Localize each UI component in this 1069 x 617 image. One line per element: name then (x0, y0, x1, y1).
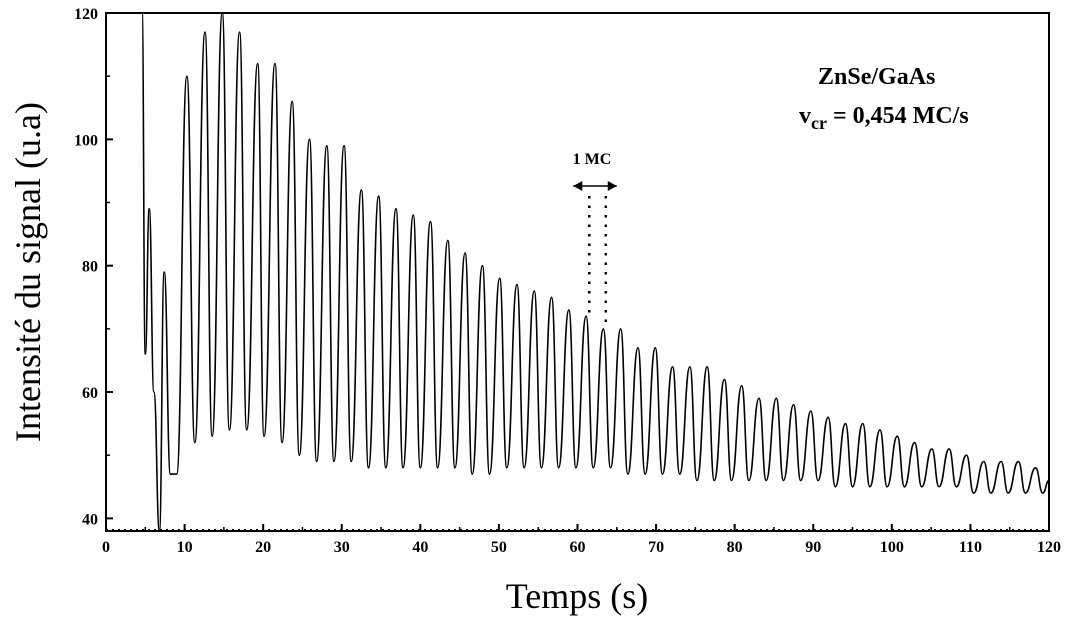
plot-frame (105, 12, 1050, 532)
y-tick-label: 60 (82, 385, 98, 402)
y-tick-label: 100 (74, 132, 98, 149)
rate-symbol: v (799, 103, 811, 129)
rheed-intensity-line (141, 12, 1050, 532)
y-axis-title: Intensité du signal (u.a) (8, 102, 48, 442)
rate-subscript: cr (811, 113, 827, 133)
x-tick-label: 50 (491, 539, 507, 556)
x-tick-label: 70 (648, 539, 664, 556)
period-arrow-right-head (607, 181, 617, 191)
x-tick-label: 80 (727, 539, 743, 556)
x-tick-label: 10 (177, 539, 193, 556)
x-tick-label: 0 (102, 539, 110, 556)
y-tick-label: 120 (74, 6, 98, 23)
x-tick-label: 40 (412, 539, 428, 556)
x-tick-label: 20 (255, 539, 271, 556)
rate-value: = 0,454 MC/s (833, 103, 969, 129)
period-arrow-left-head (573, 181, 583, 191)
y-tick-label: 80 (82, 259, 98, 276)
growth-rate-label: vcr = 0,454 MC/s (799, 103, 969, 133)
x-tick-label: 100 (880, 539, 904, 556)
x-axis-title: Temps (s) (506, 576, 648, 616)
x-tick-label: 60 (570, 539, 586, 556)
x-tick-label: 30 (334, 539, 350, 556)
material-label: ZnSe/GaAs (818, 64, 935, 90)
x-tick-label: 120 (1037, 539, 1061, 556)
period-label: 1 MC (573, 151, 612, 168)
x-tick-label: 110 (959, 539, 982, 556)
y-tick-label: 40 (82, 511, 98, 528)
x-tick-label: 90 (805, 539, 821, 556)
y-axis-ticks: 40 60 80 100 120 (74, 6, 113, 528)
period-marker (573, 181, 617, 329)
x-axis-ticks: 0 10 20 30 40 50 60 70 80 90 100 110 120 (102, 524, 1061, 556)
